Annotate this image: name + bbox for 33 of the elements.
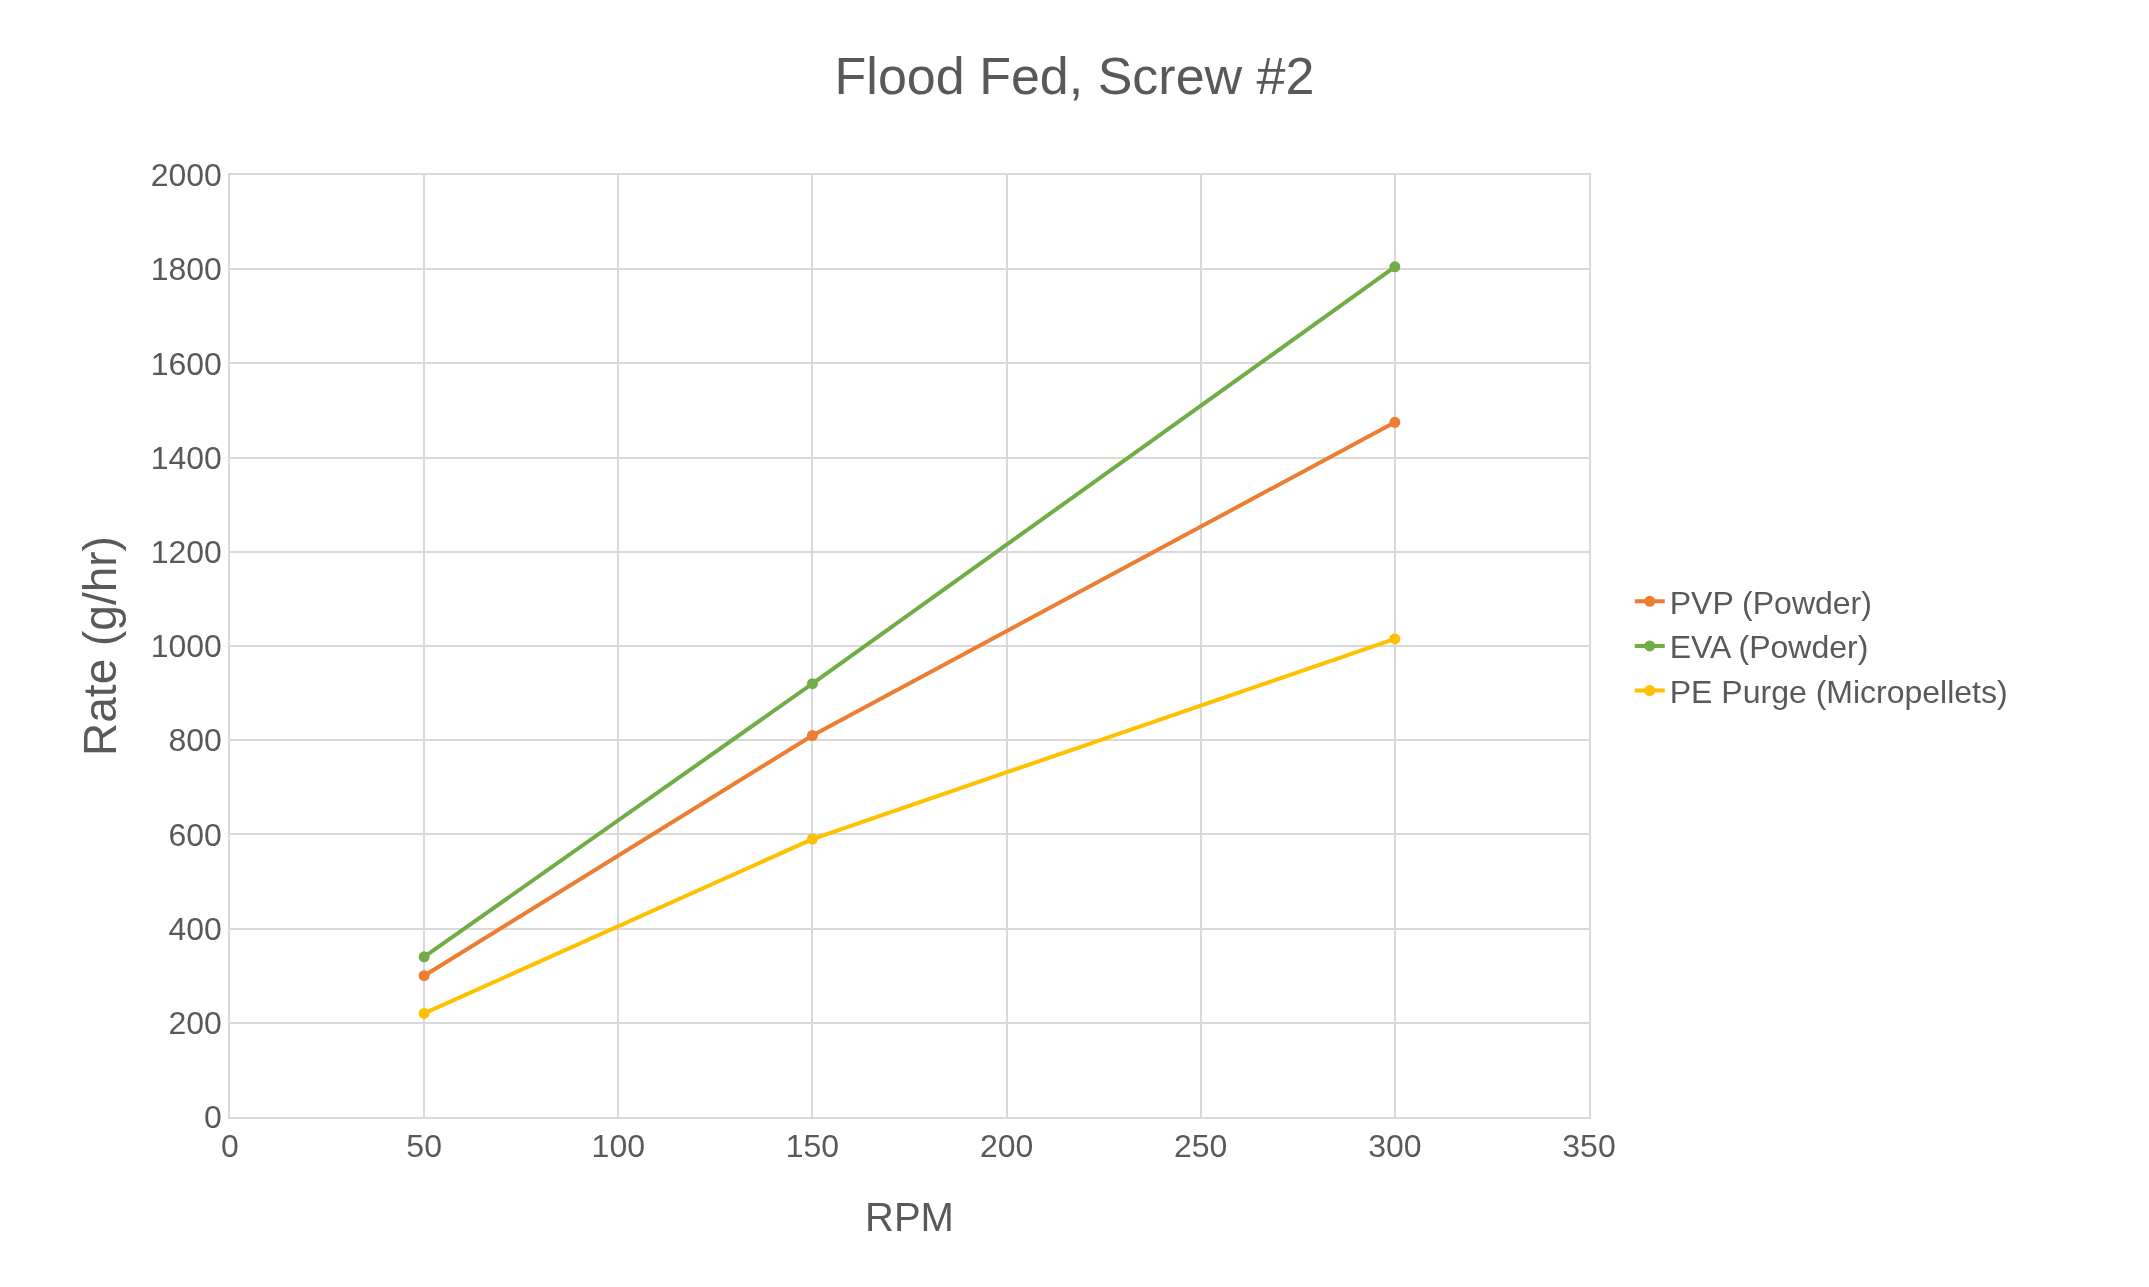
point (418, 1007, 430, 1019)
y-axis-title: Rate (g/hr) (73, 536, 126, 756)
x-tick-label: 50 (406, 1128, 442, 1165)
legend-label: EVA (Powder) (1669, 629, 1869, 666)
y-tick-label: 200 (168, 1005, 222, 1041)
y-tick-label: 2000 (150, 157, 222, 194)
y-tick-label: 400 (168, 910, 222, 947)
y-tick-label: 1600 (150, 345, 222, 382)
point (418, 970, 430, 982)
y-tick-label: 0 (204, 1099, 222, 1136)
x-tick-label: 350 (1562, 1128, 1616, 1165)
point (806, 833, 818, 845)
point (1389, 261, 1401, 273)
y-tick-label: 800 (168, 722, 222, 759)
point (806, 678, 818, 690)
legend-label: PVP (Powder) (1669, 584, 1872, 621)
x-axis-title: RPM (865, 1195, 954, 1240)
legend-label: PE Purge (Micropellets) (1669, 673, 2008, 710)
y-tick-label: 1000 (150, 628, 222, 665)
x-tick-label: 150 (785, 1128, 840, 1165)
y-tick-label: 1200 (150, 534, 222, 570)
x-tick-label: 100 (591, 1128, 645, 1165)
y-tick-label: 600 (168, 816, 222, 853)
point (806, 729, 818, 741)
chart-title: Flood Fed, Screw #2 (834, 47, 1315, 106)
x-tick-label: 250 (1174, 1128, 1228, 1165)
x-tick-label: 200 (979, 1128, 1034, 1165)
x-tick-label: 300 (1368, 1128, 1422, 1165)
y-tick-label: 1800 (150, 251, 222, 288)
point (418, 951, 430, 963)
point (1389, 416, 1401, 428)
y-tick-label: 1400 (150, 439, 222, 476)
point (1389, 633, 1401, 645)
